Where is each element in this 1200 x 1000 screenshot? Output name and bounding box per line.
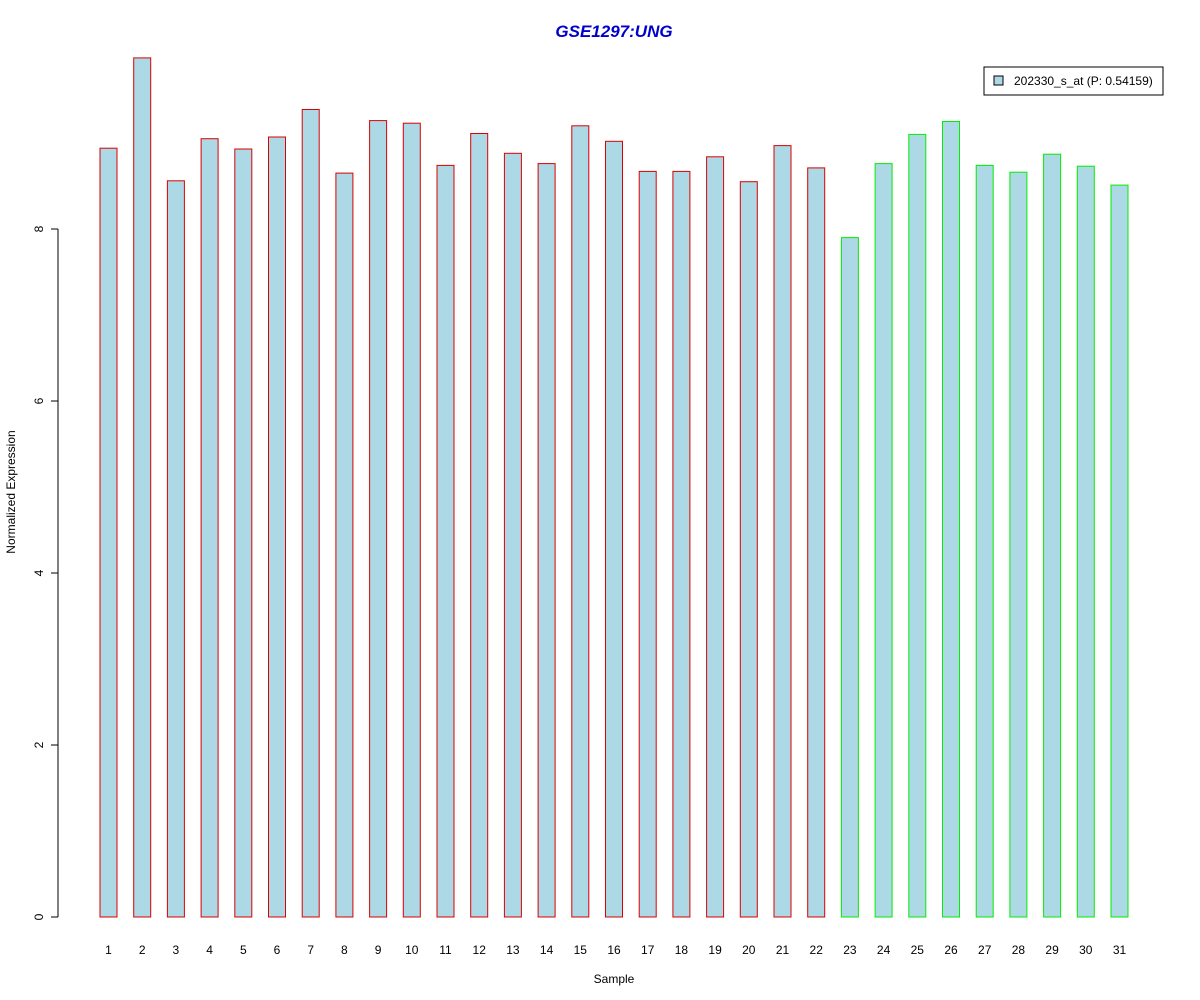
x-tick-label: 20 [742, 943, 756, 957]
x-tick-label: 23 [843, 943, 857, 957]
chart-title: GSE1297:UNG [555, 22, 672, 41]
bar-sample-4 [200, 138, 219, 918]
bar-sample-18 [672, 170, 691, 918]
bar-sample-9 [369, 120, 388, 918]
bar-sample-8 [335, 172, 354, 918]
bar-sample-29 [1043, 153, 1062, 918]
bar-sample-20 [739, 181, 758, 918]
bar-sample-30 [1076, 165, 1095, 918]
bar-sample-19 [706, 156, 725, 918]
bar-sample-2 [133, 57, 152, 918]
bar-sample-13 [503, 152, 522, 918]
bar-sample-25 [908, 133, 927, 918]
bar-sample-31 [1110, 184, 1129, 918]
x-tick-label: 26 [944, 943, 958, 957]
bar-sample-12 [470, 133, 489, 918]
y-axis-label: Normalized Expression [4, 430, 18, 553]
x-tick-label: 7 [307, 943, 314, 957]
legend-box [983, 66, 1164, 96]
x-tick-label: 16 [607, 943, 621, 957]
bar-sample-1 [99, 147, 118, 918]
x-tick-label: 6 [274, 943, 281, 957]
x-tick-label: 5 [240, 943, 247, 957]
bar-sample-24 [874, 163, 893, 918]
x-tick-label: 1 [105, 943, 112, 957]
x-tick-label: 22 [810, 943, 824, 957]
bar-sample-5 [234, 148, 253, 918]
bar-sample-11 [436, 164, 455, 918]
legend-swatch [993, 75, 1004, 86]
y-tick-label: 6 [32, 397, 46, 404]
bar-sample-14 [537, 163, 556, 918]
x-tick-label: 27 [978, 943, 992, 957]
bar-sample-28 [1009, 171, 1028, 918]
bar-sample-6 [268, 136, 286, 918]
y-tick-label: 2 [32, 741, 46, 748]
bars-group [99, 57, 1129, 918]
bar-sample-3 [166, 180, 185, 918]
x-tick-label: 2 [139, 943, 146, 957]
x-tick-label: 13 [506, 943, 520, 957]
legend: 202330_s_at (P: 0.54159) [983, 66, 1164, 96]
x-tick-label: 28 [1012, 943, 1026, 957]
y-tick-label: 0 [32, 913, 46, 920]
y-tick-label: 4 [32, 569, 46, 576]
y-tick-label: 8 [32, 225, 46, 232]
x-tick-labels: 1 2 3 4 5 6 7 8 9 10 11 12 13 14 15 16 17 18 19 20 21 22 23 24 2… [105, 943, 1126, 957]
bar-sample-7 [301, 109, 320, 918]
x-tick-label: 3 [173, 943, 180, 957]
x-axis-label: Sample [594, 972, 635, 986]
x-tick-label: 17 [641, 943, 655, 957]
legend-label: 202330_s_at (P: 0.54159) [1014, 74, 1153, 88]
x-tick-label: 11 [439, 943, 452, 957]
x-tick-label: 18 [675, 943, 689, 957]
bar-sample-23 [840, 237, 859, 918]
bar-sample-10 [402, 122, 421, 918]
bar-sample-22 [807, 167, 826, 918]
bar-sample-15 [571, 125, 590, 918]
x-tick-label: 12 [473, 943, 487, 957]
bar-sample-27 [975, 164, 994, 918]
x-tick-label: 31 [1113, 943, 1127, 957]
x-tick-label: 8 [341, 943, 348, 957]
x-tick-label: 9 [375, 943, 382, 957]
bar-sample-17 [638, 170, 657, 918]
x-tick-label: 19 [708, 943, 722, 957]
y-axis: 0 2 4 6 8 [32, 225, 59, 920]
x-tick-label: 25 [911, 943, 925, 957]
x-tick-label: 10 [405, 943, 419, 957]
bar-sample-16 [605, 140, 623, 918]
x-tick-label: 24 [877, 943, 891, 957]
x-tick-label: 4 [206, 943, 213, 957]
bar-sample-21 [773, 145, 792, 918]
x-tick-label: 29 [1045, 943, 1059, 957]
x-tick-label: 15 [574, 943, 588, 957]
x-tick-label: 21 [776, 943, 790, 957]
x-tick-label: 14 [540, 943, 554, 957]
bar-sample-26 [942, 121, 960, 918]
x-tick-label: 30 [1079, 943, 1093, 957]
